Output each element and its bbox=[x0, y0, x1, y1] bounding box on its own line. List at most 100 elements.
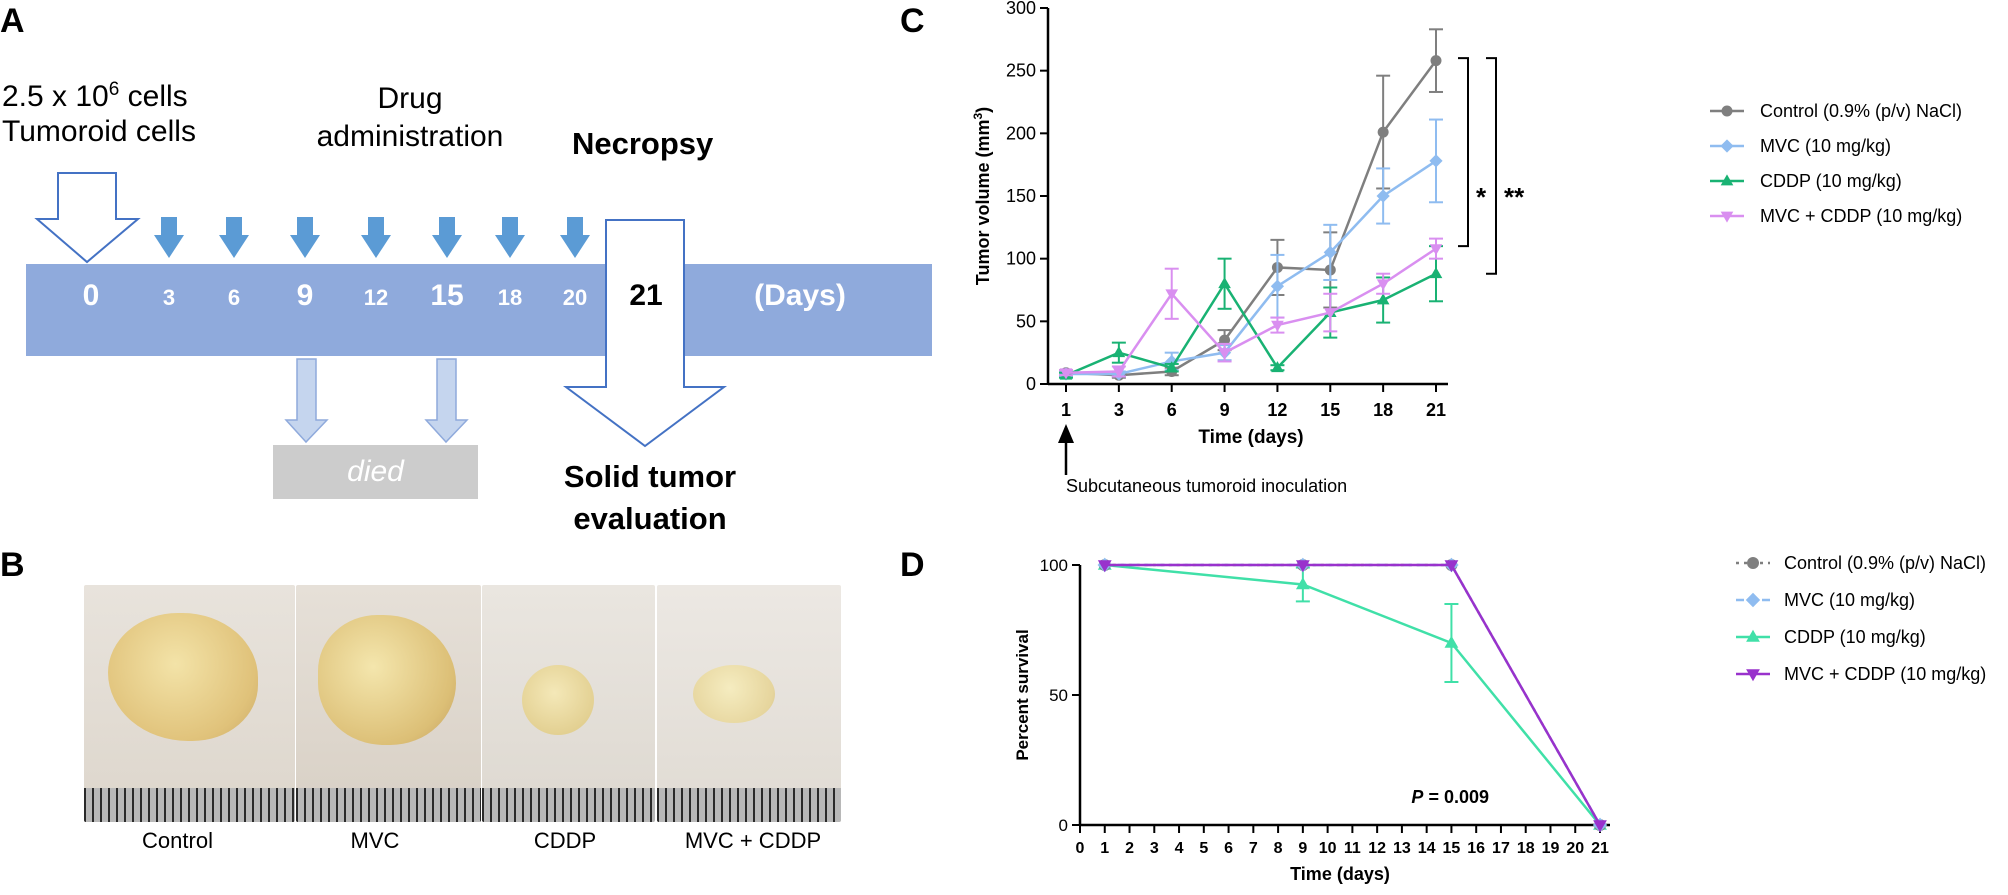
ruler-icon bbox=[84, 788, 295, 822]
x-tick-label: 15 bbox=[1320, 400, 1340, 420]
data-point bbox=[1271, 320, 1284, 332]
inoculation-arrow-icon bbox=[1058, 424, 1074, 443]
series-3 bbox=[1097, 560, 1607, 833]
y-tick-label: 0 bbox=[1059, 816, 1068, 835]
data-point bbox=[1323, 245, 1337, 259]
data-point bbox=[1295, 577, 1310, 590]
series-2 bbox=[1097, 557, 1607, 830]
data-point bbox=[1270, 279, 1285, 293]
y-tick-label: 250 bbox=[1006, 61, 1036, 81]
panel-letter-b: B bbox=[0, 546, 25, 584]
x-tick-label: 11 bbox=[1344, 840, 1361, 857]
x-tick-label: 13 bbox=[1393, 840, 1411, 857]
timeline-arrows bbox=[34, 172, 728, 448]
significance-bracket bbox=[1486, 57, 1497, 275]
drug-line2: administration bbox=[316, 120, 504, 153]
legend-label: MVC + CDDP (10 mg/kg) bbox=[1784, 664, 1986, 684]
y-tick-label: 100 bbox=[1006, 249, 1036, 269]
drug-day-20: 20 bbox=[562, 285, 588, 310]
data-point bbox=[1429, 154, 1443, 168]
x-tick-label: 12 bbox=[1267, 400, 1287, 420]
legend-marker bbox=[1720, 174, 1734, 186]
y-tick-label: 50 bbox=[1016, 311, 1036, 331]
x-tick-label: 12 bbox=[1368, 840, 1386, 857]
y-axis-label-exp: 3 bbox=[971, 113, 985, 120]
photo-label-mvc: MVC bbox=[350, 828, 400, 853]
drug-day-15: 15 bbox=[430, 279, 464, 312]
x-tick-label: 15 bbox=[1443, 840, 1461, 857]
ruler-icon bbox=[482, 788, 655, 822]
drug-day-9: 9 bbox=[296, 279, 314, 312]
tumor-photo-mvc-icon bbox=[296, 585, 481, 822]
y-axis-label: Tumor volume (mm3) bbox=[971, 107, 993, 285]
series-2 bbox=[1059, 245, 1443, 380]
tumor-photo-control-icon bbox=[84, 585, 295, 822]
significance-label: ** bbox=[1504, 182, 1525, 212]
x-tick-label: 14 bbox=[1418, 840, 1436, 857]
solid-tumor-label: Solid tumor evaluation bbox=[540, 456, 760, 540]
legend-marker bbox=[1745, 592, 1761, 608]
y-tick-label: 50 bbox=[1049, 686, 1068, 705]
cells-line1-suffix: cells bbox=[119, 80, 188, 113]
drug-arrow-icon bbox=[290, 217, 320, 258]
series-1 bbox=[1097, 557, 1608, 833]
x-tick-label: 7 bbox=[1249, 840, 1258, 857]
legend-label: MVC (10 mg/kg) bbox=[1784, 590, 1915, 610]
inoculation-arrow-icon bbox=[34, 172, 141, 264]
solid-line2: evaluation bbox=[573, 501, 727, 536]
cells-line1-prefix: 2.5 x 10 bbox=[2, 80, 109, 113]
series-line bbox=[1066, 159, 1437, 376]
x-tick-label: 0 bbox=[1076, 840, 1085, 857]
drug-arrow-icon bbox=[432, 217, 462, 258]
data-point bbox=[1377, 126, 1389, 138]
necropsy-label: Necropsy bbox=[572, 126, 714, 161]
legend-marker bbox=[1721, 105, 1733, 117]
data-point bbox=[1444, 635, 1459, 648]
x-axis-label: Time (days) bbox=[1290, 864, 1390, 884]
panel-letter-d: D bbox=[900, 546, 925, 584]
x-tick-label: 20 bbox=[1566, 840, 1584, 857]
series-0 bbox=[1098, 559, 1606, 831]
annotation-text: Subcutaneous tumoroid inoculation bbox=[1066, 476, 1347, 496]
x-tick-label: 9 bbox=[1220, 400, 1230, 420]
legend-marker bbox=[1746, 669, 1760, 682]
y-tick-label: 300 bbox=[1006, 0, 1036, 18]
data-point bbox=[1165, 289, 1179, 301]
x-tick-label: 9 bbox=[1298, 840, 1307, 857]
panel-letter-a: A bbox=[0, 2, 25, 40]
p-value-text: P = 0.009 bbox=[1411, 787, 1489, 807]
x-tick-label: 1 bbox=[1061, 400, 1071, 420]
solid-line1: Solid tumor bbox=[563, 459, 737, 494]
tumor-shape bbox=[318, 615, 456, 745]
x-tick-label: 4 bbox=[1175, 840, 1184, 857]
y-axis-label-prefix: Tumor volume (mm bbox=[973, 120, 993, 286]
drug-arrows bbox=[154, 217, 590, 258]
y-axis-label: Percent survival bbox=[1013, 629, 1032, 760]
x-axis-label: Time (days) bbox=[1198, 427, 1303, 448]
legend-marker bbox=[1747, 557, 1759, 569]
x-tick-label: 5 bbox=[1199, 840, 1208, 857]
y-tick-label: 100 bbox=[1040, 556, 1068, 575]
drug-arrow-icon bbox=[219, 217, 249, 258]
legend-label: CDDP (10 mg/kg) bbox=[1784, 627, 1926, 647]
data-point bbox=[1218, 277, 1231, 289]
photo-label-control: Control bbox=[142, 828, 213, 853]
data-point bbox=[1429, 267, 1443, 279]
died-label: died bbox=[347, 455, 404, 488]
data-point bbox=[1376, 189, 1390, 203]
drug-day-18: 18 bbox=[497, 285, 523, 310]
x-tick-label: 16 bbox=[1467, 840, 1485, 857]
data-point bbox=[1430, 55, 1442, 67]
x-tick-label: 3 bbox=[1114, 400, 1124, 420]
legend: Control (0.9% (p/v) NaCl) MVC (10 mg/kg) C… bbox=[1710, 101, 1962, 226]
x-tick-label: 3 bbox=[1150, 840, 1159, 857]
y-tick-label: 0 bbox=[1026, 374, 1036, 394]
x-tick-label: 6 bbox=[1224, 840, 1233, 857]
p-value: = 0.009 bbox=[1423, 787, 1489, 807]
y-axis-label-suffix: ) bbox=[973, 107, 993, 113]
x-tick-label: 19 bbox=[1542, 840, 1560, 857]
legend-label: CDDP (10 mg/kg) bbox=[1760, 171, 1902, 191]
legend-label: MVC + CDDP (10 mg/kg) bbox=[1760, 206, 1962, 226]
data-point bbox=[1271, 361, 1284, 373]
